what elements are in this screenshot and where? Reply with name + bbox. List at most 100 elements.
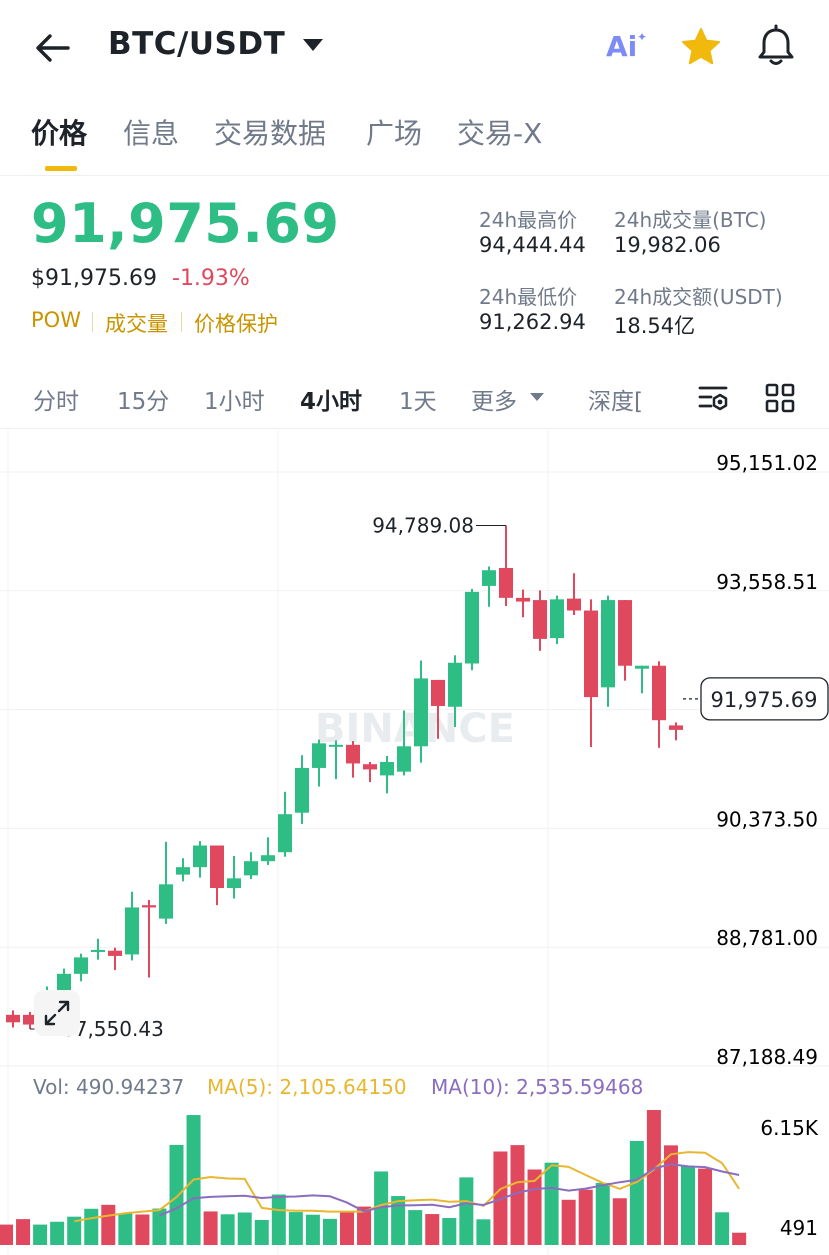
star-icon[interactable]	[680, 26, 722, 68]
tab-trade-x[interactable]: 交易-X	[457, 117, 543, 150]
volume-bar	[629, 1140, 644, 1245]
chart-grid	[0, 430, 829, 1255]
grid-layout-icon[interactable]	[764, 382, 796, 414]
candle-body	[346, 744, 360, 764]
volume-bar	[237, 1212, 252, 1245]
interval-depth[interactable]: 深度[	[588, 389, 643, 415]
interval-1h[interactable]: 1小时	[204, 389, 265, 415]
volume-bar	[408, 1210, 423, 1245]
volume-bar	[681, 1165, 695, 1245]
ai-icon[interactable]: Ai	[606, 30, 638, 63]
high-value: 94,444.44	[479, 233, 586, 257]
volume-bar	[663, 1145, 678, 1245]
volume-bar	[271, 1194, 286, 1245]
ai-sparkle-icon: ✦	[637, 30, 648, 44]
indicator-settings-icon[interactable]	[697, 382, 731, 414]
candle-body	[278, 814, 292, 853]
kline-chart[interactable]: BINANCE 95,151.0293,558.5191,966.0190,37…	[0, 430, 829, 1255]
volume-bar	[152, 1208, 167, 1245]
candle-body	[414, 678, 428, 747]
tag-volume[interactable]: 成交量	[105, 312, 168, 336]
volume-bar	[254, 1219, 269, 1245]
expand-chart-button[interactable]	[34, 990, 80, 1036]
tab-info[interactable]: 信息	[123, 117, 180, 150]
volume-bar	[391, 1196, 406, 1245]
tag-divider	[92, 312, 93, 332]
expand-icon	[44, 1000, 70, 1026]
volume-bar	[169, 1144, 184, 1245]
candle-body	[431, 679, 445, 707]
volume-value: Vol: 490.94237	[33, 1075, 185, 1099]
candle-body	[652, 665, 666, 721]
header: BTC/USDT Ai ✦	[0, 0, 829, 95]
divider	[0, 175, 829, 176]
candle-body	[448, 662, 462, 707]
volume-bar	[732, 1232, 747, 1245]
divider	[0, 428, 829, 429]
tab-price[interactable]: 价格	[31, 117, 88, 150]
candle-body	[533, 600, 547, 639]
candle-body	[499, 568, 513, 598]
volume-bar	[595, 1182, 610, 1245]
volume-bar	[67, 1216, 82, 1245]
volume-bar	[698, 1168, 713, 1245]
candle-body	[261, 855, 275, 862]
y-axis-label: 87,188.49	[716, 1045, 818, 1069]
bell-icon[interactable]	[754, 24, 798, 68]
volume-bar	[84, 1208, 99, 1245]
volume-axis-min: 491	[780, 1216, 818, 1240]
max-price-label: 94,789.08	[372, 513, 474, 537]
candle-body	[363, 764, 377, 770]
volume-bar	[220, 1214, 235, 1245]
candle-body	[601, 600, 615, 688]
candle-body	[295, 767, 309, 813]
y-axis-label: 93,558.51	[716, 570, 818, 594]
volume-bar	[0, 1224, 13, 1245]
tag-divider	[181, 312, 182, 332]
ma5-line	[74, 1151, 740, 1223]
tag-price-protection[interactable]: 价格保护	[194, 312, 278, 336]
candle-body	[91, 949, 105, 952]
volume-bar	[203, 1211, 218, 1245]
volume-bar	[305, 1214, 320, 1245]
more-caret-icon[interactable]	[530, 393, 544, 401]
candle-body	[227, 878, 241, 889]
candle-body	[159, 884, 173, 919]
volume-bar	[561, 1199, 576, 1245]
interval-more[interactable]: 更多	[471, 389, 517, 415]
volume-bar	[442, 1218, 457, 1245]
volume-bar	[544, 1162, 559, 1245]
pair-title[interactable]: BTC/USDT	[108, 26, 286, 62]
dropdown-caret-icon[interactable]	[303, 39, 323, 51]
volume-bar	[16, 1219, 31, 1245]
volume-bar	[374, 1171, 389, 1245]
interval-timeshare[interactable]: 分时	[33, 389, 79, 415]
candle-body	[57, 973, 71, 991]
tab-trading-data[interactable]: 交易数据	[214, 117, 327, 150]
candle-body	[550, 599, 564, 639]
candle-body	[108, 950, 122, 956]
candle-body	[312, 743, 326, 768]
active-tab-indicator	[45, 166, 77, 171]
candle-body	[244, 861, 258, 876]
volume-bar	[135, 1214, 150, 1245]
back-arrow-icon[interactable]	[28, 26, 78, 70]
y-axis-label: 90,373.50	[716, 807, 818, 831]
tab-square[interactable]: 广场	[366, 117, 423, 150]
candle-body	[397, 746, 411, 772]
tag-pow[interactable]: POW	[31, 308, 81, 332]
y-axis-label: 88,781.00	[716, 926, 818, 950]
candle-body	[6, 1014, 20, 1023]
candle-body	[465, 591, 479, 664]
volume-bar	[340, 1212, 354, 1245]
volume-bar	[715, 1212, 730, 1245]
interval-bar: 分时 15分 1小时 4小时 1天 更多 深度[	[0, 382, 829, 418]
interval-1d[interactable]: 1天	[399, 389, 437, 415]
interval-15m[interactable]: 15分	[117, 389, 170, 415]
y-axis-labels: 95,151.0293,558.5191,966.0190,373.5088,7…	[716, 451, 819, 1240]
volume-bar	[50, 1221, 65, 1245]
candle-body	[125, 907, 139, 955]
interval-4h[interactable]: 4小时	[300, 389, 363, 415]
volume-ma10: MA(10): 2,535.59468	[431, 1075, 644, 1099]
candle-body	[635, 665, 649, 669]
